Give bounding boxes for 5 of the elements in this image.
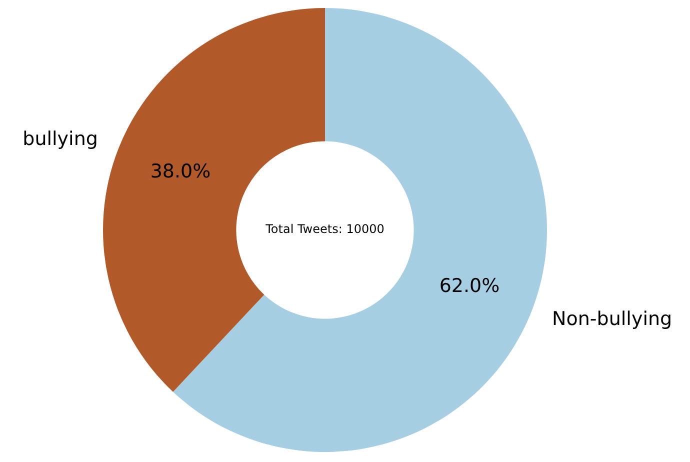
text: Total Tweets: 10000: [264, 222, 384, 236]
data-label: 62.0%: [439, 275, 500, 298]
slice-label: bullying: [22, 128, 98, 150]
slice-label: Non-bullying: [552, 308, 672, 330]
data-label: 38.0%: [150, 160, 211, 183]
